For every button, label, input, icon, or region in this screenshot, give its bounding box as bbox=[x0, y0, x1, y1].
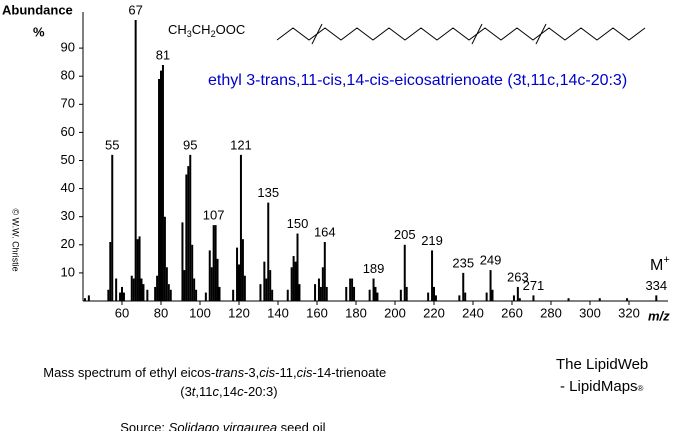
peak-label: 235 bbox=[452, 255, 474, 270]
peak-label: 135 bbox=[257, 185, 279, 200]
x-tick-label: 180 bbox=[345, 305, 367, 320]
x-tick-label: 100 bbox=[189, 305, 211, 320]
caption-line1: Mass spectrum of ethyl eicos-trans-3,cis… bbox=[36, 350, 386, 380]
peak-label: 271 bbox=[523, 278, 545, 293]
x-tick-label: 220 bbox=[423, 305, 445, 320]
peak-label: 150 bbox=[287, 216, 309, 231]
peak-label: 67 bbox=[128, 2, 142, 17]
credit-line1: The LipidWeb bbox=[556, 356, 649, 373]
caption-text: Solidago virgaurea bbox=[168, 420, 278, 431]
caption-text: seed oil bbox=[277, 420, 326, 431]
peak-label: 334 bbox=[645, 278, 667, 293]
caption-text: cis bbox=[296, 365, 313, 380]
x-tick-label: 140 bbox=[267, 305, 289, 320]
y-tick-label: 50 bbox=[61, 152, 75, 167]
structure-chain bbox=[276, 23, 646, 45]
peak-label: 95 bbox=[183, 137, 197, 152]
credit-line2: - LipidMaps® bbox=[560, 378, 643, 395]
molecular-ion-charge: + bbox=[663, 254, 669, 266]
caption-text: ,14 bbox=[219, 384, 238, 399]
caption-text: t bbox=[191, 384, 196, 399]
y-label: Abundance bbox=[2, 2, 73, 17]
molecular-ion-label: M+ bbox=[650, 254, 670, 274]
y-tick-label: 90 bbox=[61, 40, 75, 55]
formula-text: CH bbox=[168, 22, 187, 37]
caption-text: Mass spectrum of ethyl eicos- bbox=[43, 365, 216, 380]
x-tick-label: 160 bbox=[306, 305, 328, 320]
copyright: © W.W. Christie bbox=[11, 208, 21, 271]
credit-mark: ® bbox=[637, 384, 644, 393]
peak-label: 121 bbox=[230, 137, 252, 152]
x-tick-label: 240 bbox=[462, 305, 484, 320]
chain-bond bbox=[276, 27, 646, 41]
caption-source: Source: Solidago virgaurea seed oil bbox=[113, 405, 325, 431]
y-tick-label: 40 bbox=[61, 180, 75, 195]
peak-label: 81 bbox=[156, 47, 170, 62]
peak-label: 189 bbox=[363, 261, 385, 276]
x-tick-label: 60 bbox=[115, 305, 129, 320]
formula-subscript: 3 bbox=[187, 29, 192, 39]
y-tick-label: 10 bbox=[61, 264, 75, 279]
y-tick-label: 80 bbox=[61, 68, 75, 83]
caption-text: Source: bbox=[120, 420, 169, 431]
y-unit: % bbox=[33, 24, 45, 39]
formula-text: OOC bbox=[216, 22, 246, 37]
peak-label: 249 bbox=[480, 253, 502, 268]
caption-text: -14-trienoate bbox=[312, 365, 387, 380]
y-tick-label: 20 bbox=[61, 236, 75, 251]
credit-text: - LipidMaps bbox=[560, 378, 638, 395]
structure-formula: CH3CH2OOC bbox=[168, 22, 245, 39]
caption-text: -3, bbox=[244, 365, 260, 380]
caption-text: trans bbox=[215, 365, 245, 380]
x-tick-label: 280 bbox=[540, 305, 562, 320]
caption-text: -11, bbox=[275, 365, 297, 380]
y-tick-label: 70 bbox=[61, 96, 75, 111]
formula-subscript: 2 bbox=[211, 29, 216, 39]
compound-title: ethyl 3-trans,11-cis,14-cis-eicosatrieno… bbox=[208, 72, 627, 89]
y-tick-label: 30 bbox=[61, 208, 75, 223]
x-tick-label: 260 bbox=[501, 305, 523, 320]
caption-text: ,11 bbox=[195, 384, 213, 399]
chart: Abundance % m/z © W.W. Christie CH3CH2OO… bbox=[2, 2, 670, 323]
molecular-ion-text: M bbox=[650, 257, 663, 274]
x-tick-label: 120 bbox=[228, 305, 250, 320]
caption-text: -20:3) bbox=[243, 384, 278, 399]
caption-line2: (3t,11c,14c-20:3) bbox=[173, 369, 278, 399]
peak-label: 263 bbox=[507, 269, 529, 284]
double-bond bbox=[311, 23, 323, 45]
x-tick-label: 200 bbox=[384, 305, 406, 320]
peak-label: 164 bbox=[314, 224, 336, 239]
caption-text: cis bbox=[259, 365, 276, 380]
peak-label: 219 bbox=[421, 233, 443, 248]
caption-text: c bbox=[237, 384, 244, 399]
double-bond bbox=[471, 23, 483, 45]
double-bond bbox=[535, 23, 547, 45]
y-tick-label: 60 bbox=[61, 124, 75, 139]
caption-text: (3 bbox=[180, 384, 192, 399]
x-tick-label: 80 bbox=[154, 305, 168, 320]
x-tick-label: 320 bbox=[618, 305, 640, 320]
x-tick-label: 300 bbox=[579, 305, 601, 320]
caption-text: c bbox=[212, 384, 220, 399]
peak-label: 107 bbox=[203, 208, 225, 223]
x-label: m/z bbox=[648, 308, 670, 323]
peak-label: 205 bbox=[394, 227, 416, 242]
formula-text: CH bbox=[192, 22, 211, 37]
peak-label: 55 bbox=[105, 137, 119, 152]
